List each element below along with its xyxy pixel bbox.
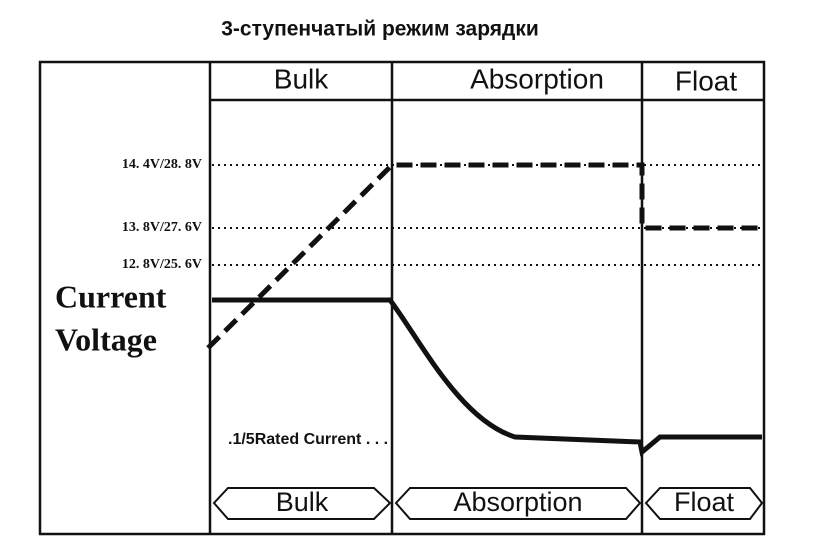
footer-stage: Bulk [276, 487, 329, 517]
voltage-label: 14. 4V/28. 8V [122, 157, 202, 172]
footer-stage: Absorption [453, 487, 582, 517]
voltage-label: 13. 8V/27. 6V [122, 220, 202, 235]
current-curve [212, 297, 762, 457]
footer-arrows [212, 487, 764, 520]
voltage-axis-label: Voltage [55, 321, 157, 357]
voltage-levels [212, 164, 762, 266]
title: 3-ступенчатый режим зарядки [221, 18, 539, 41]
stage-header: Float [675, 65, 737, 96]
stage-header: Bulk [274, 63, 329, 94]
footer-stage: Float [674, 487, 735, 517]
frame [38, 60, 766, 536]
stage-header: Absorption [470, 63, 604, 94]
current-label: Current [55, 278, 167, 314]
voltage-curve [206, 162, 762, 350]
voltage-label: 12. 8V/25. 6V [122, 257, 202, 272]
rated-current-note: .1/5Rated Current . . . [228, 431, 388, 448]
